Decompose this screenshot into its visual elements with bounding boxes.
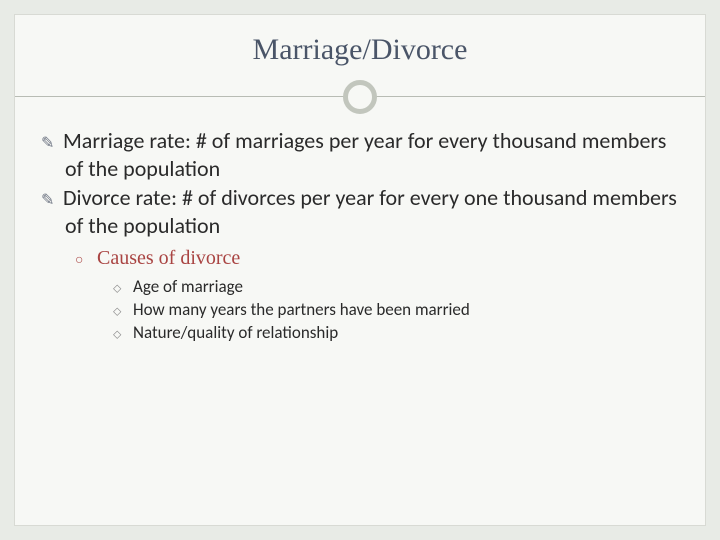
- sub-item-nature: Nature/quality of relationship: [113, 322, 679, 345]
- sub-item-age: Age of marriage: [113, 276, 679, 299]
- bullet-text: Divorce rate: # of divorces per year for…: [63, 184, 677, 239]
- bullet-icon: ✎: [41, 191, 57, 211]
- bullet-icon: ✎: [41, 134, 57, 154]
- sub-heading-causes: Causes of divorce: [75, 247, 679, 270]
- circle-decor-icon: [343, 80, 377, 114]
- title-area: Marriage/Divorce: [15, 15, 705, 97]
- slide-container: Marriage/Divorce ✎ Marriage rate: # of ma…: [14, 14, 706, 526]
- bullet-text: Marriage rate: # of marriages per year f…: [63, 127, 666, 182]
- sub-item-years: How many years the partners have been ma…: [113, 299, 679, 322]
- bullet-divorce-rate: ✎ Divorce rate: # of divorces per year fo…: [41, 184, 679, 239]
- content-area: ✎ Marriage rate: # of marriages per year …: [15, 97, 705, 365]
- slide-title: Marriage/Divorce: [15, 33, 705, 67]
- bullet-marriage-rate: ✎ Marriage rate: # of marriages per year …: [41, 127, 679, 182]
